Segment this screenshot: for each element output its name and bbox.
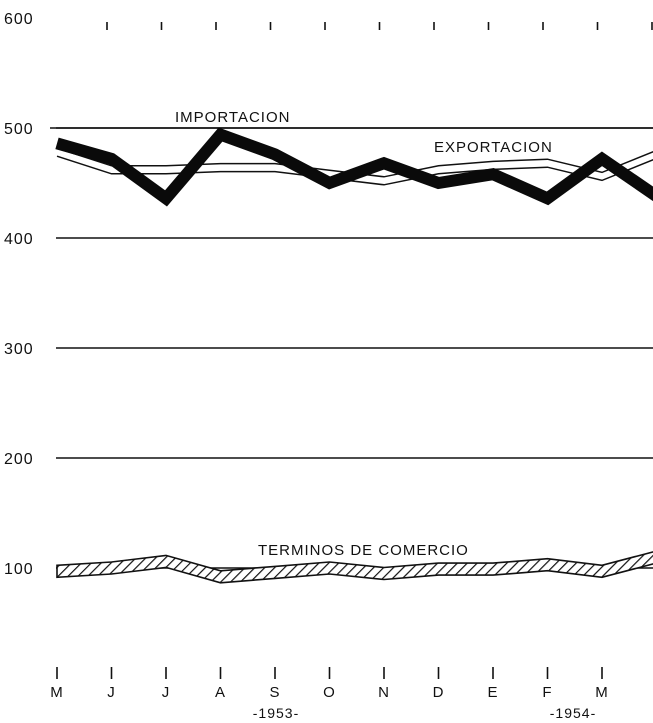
series-terminos-band bbox=[56, 551, 653, 584]
year-label-1954: -1954- bbox=[550, 705, 596, 721]
y-tick-label-300: 300 bbox=[4, 341, 34, 358]
y-tick-label-400: 400 bbox=[4, 231, 34, 248]
x-tick-label-10: M bbox=[595, 684, 609, 701]
y-tick-label-600: 600 bbox=[4, 11, 34, 28]
series-layer bbox=[55, 127, 653, 584]
gridlines bbox=[50, 22, 653, 569]
x-tick-label-3: A bbox=[215, 684, 226, 701]
series-labels: IMPORTACION EXPORTACION TERMINOS DE COME… bbox=[175, 109, 596, 721]
x-tick-label-2: J bbox=[162, 684, 171, 701]
series-exportacion-lower-line bbox=[56, 155, 653, 186]
series-importacion-line bbox=[55, 127, 653, 207]
x-tick-label-9: F bbox=[542, 684, 552, 701]
x-tick-label-1: J bbox=[107, 684, 116, 701]
x-tick-label-7: D bbox=[433, 684, 445, 701]
x-tick-label-6: N bbox=[378, 684, 390, 701]
y-tick-label-100: 100 bbox=[4, 561, 34, 578]
x-tick-label-5: O bbox=[323, 684, 336, 701]
series-label-terminos: TERMINOS DE COMERCIO bbox=[258, 542, 469, 559]
x-tick-label-8: E bbox=[487, 684, 498, 701]
series-label-exportacion: EXPORTACION bbox=[434, 139, 553, 156]
y-tick-label-500: 500 bbox=[4, 121, 34, 138]
x-tick-label-0: M bbox=[50, 684, 64, 701]
y-axis: 600 500 400 300 200 100 bbox=[4, 11, 34, 578]
series-label-importacion: IMPORTACION bbox=[175, 109, 290, 126]
x-tick-label-4: S bbox=[269, 684, 280, 701]
year-label-1953: -1953- bbox=[253, 705, 299, 721]
y-tick-label-200: 200 bbox=[4, 451, 34, 468]
